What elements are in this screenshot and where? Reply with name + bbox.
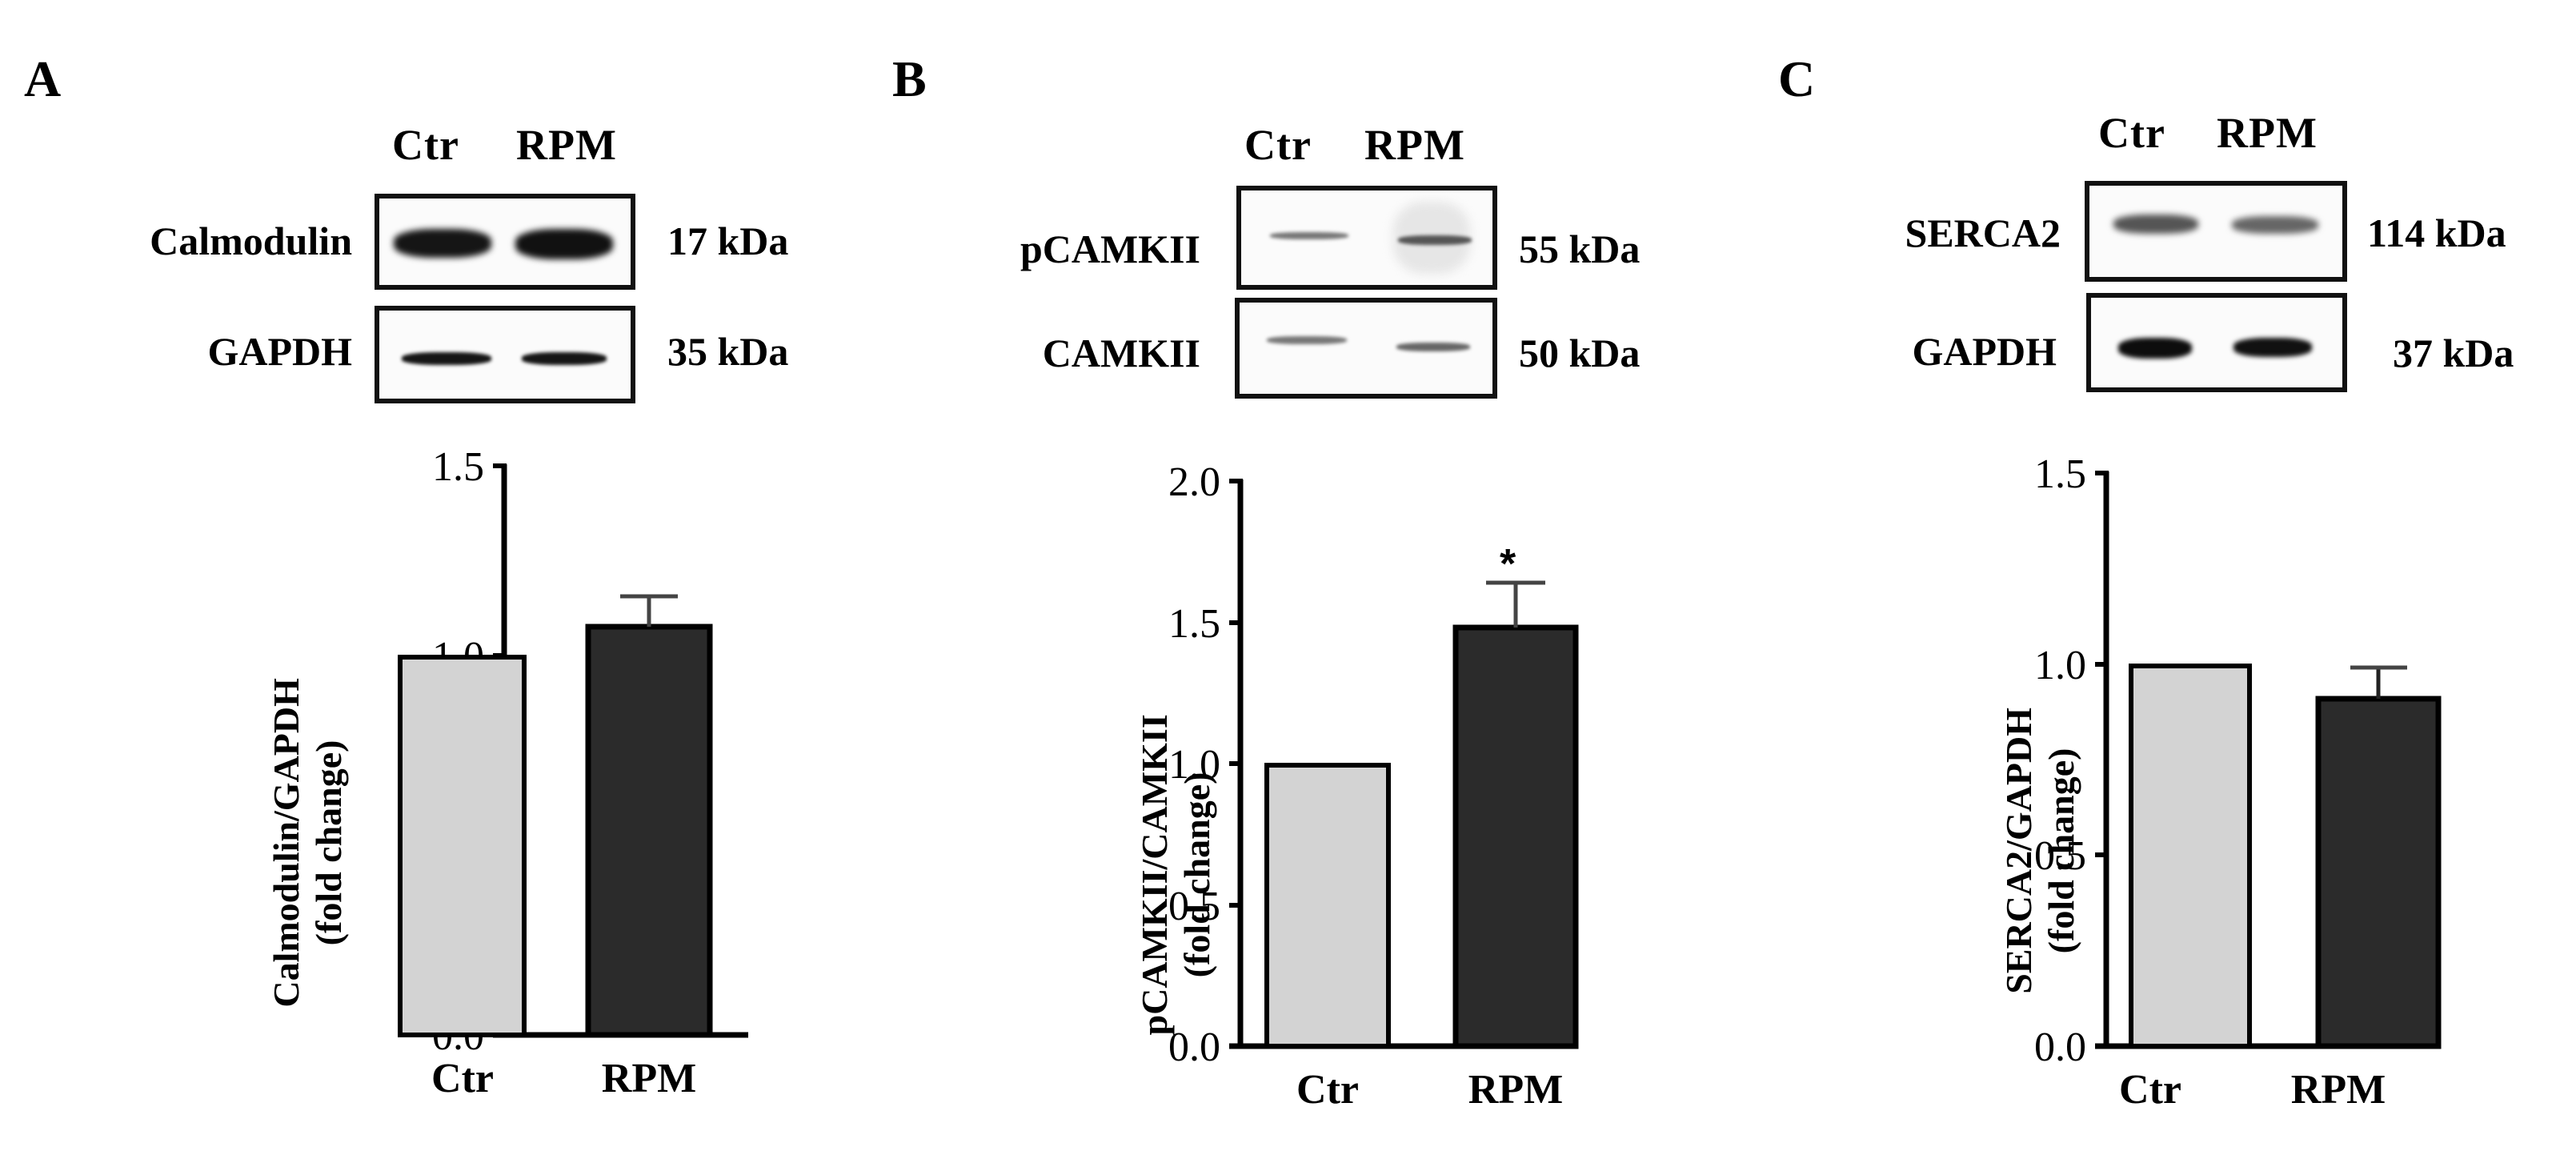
- lane-label-rpm: RPM: [2217, 109, 2318, 157]
- y-tick-1.5: 1.5: [2034, 451, 2086, 497]
- y-tick-1.5: 1.5: [1168, 601, 1220, 647]
- lane-label-ctr: Ctr: [392, 121, 459, 169]
- y-tick-0.0: 0.0: [1168, 1025, 1220, 1070]
- y-tick-0.5: 0.5: [2034, 833, 2086, 879]
- y-tick-2.0: 2.0: [1168, 459, 1220, 505]
- lane-label-rpm: RPM: [516, 121, 617, 169]
- panel-letter-b: B: [892, 50, 927, 107]
- protein-label-gapdh: GAPDH: [1912, 329, 2057, 374]
- western-blot-serca2: [2085, 181, 2347, 282]
- western-blot-gapdh: [375, 306, 635, 403]
- panel-letter-a: A: [24, 50, 62, 107]
- panel-letter-c: C: [1778, 50, 1816, 107]
- x-category-rpm: RPM: [2290, 1067, 2386, 1113]
- kda-label-17: 17 kDa: [667, 219, 789, 263]
- bar-rpm: [2315, 696, 2442, 1049]
- y-tick-0.5: 0.5: [1168, 884, 1220, 929]
- western-blot-pcamkii: [1236, 186, 1497, 290]
- lane-label-ctr: Ctr: [2098, 109, 2165, 157]
- lane-label-rpm: RPM: [1364, 121, 1465, 169]
- bar-ctr: [398, 655, 527, 1037]
- y-tick-1.0: 1.0: [2034, 643, 2086, 688]
- bar-ctr: [2129, 664, 2252, 1049]
- bar-chart-c: 1.5 1.0 0.5 0.0: [2034, 451, 2442, 1070]
- protein-label-gapdh: GAPDH: [207, 329, 352, 374]
- bar-ctr: [1264, 763, 1391, 1049]
- bar-rpm: [585, 624, 713, 1038]
- kda-label-50: 50 kDa: [1519, 331, 1641, 375]
- x-category-rpm: RPM: [601, 1056, 697, 1101]
- y-tick-0.0: 0.0: [2034, 1025, 2086, 1070]
- x-category-rpm: RPM: [1468, 1067, 1564, 1113]
- bar-chart-a: 1.5 1.0 0.5 0.0: [398, 444, 748, 1059]
- kda-label-35: 35 kDa: [667, 329, 789, 374]
- x-category-ctr: Ctr: [1296, 1067, 1359, 1113]
- y-tick-1.5: 1.5: [432, 444, 484, 490]
- bar-rpm: [1452, 624, 1579, 1049]
- western-blot-gapdh: [2086, 293, 2347, 392]
- protein-label-camkii: CAMKII: [1042, 331, 1200, 375]
- y-tick-1.0: 1.0: [1168, 742, 1220, 788]
- western-blot-camkii: [1235, 298, 1497, 399]
- lane-label-ctr: Ctr: [1244, 121, 1312, 169]
- protein-label-pcamkii: pCAMKII: [1020, 227, 1200, 271]
- bar-chart-b: 2.0 1.5 1.0 0.5 0.0: [1168, 459, 1579, 1070]
- protein-label-calmodulin: Calmodulin: [150, 219, 352, 263]
- western-blot-calmodulin: [375, 194, 635, 290]
- x-category-ctr: Ctr: [431, 1056, 494, 1101]
- kda-label-114: 114 kDa: [2367, 211, 2506, 255]
- significance-asterisk: *: [1500, 541, 1516, 588]
- x-category-ctr: Ctr: [2119, 1067, 2181, 1113]
- kda-label-55: 55 kDa: [1519, 227, 1641, 271]
- protein-label-serca2: SERCA2: [1905, 211, 2061, 255]
- kda-label-37: 37 kDa: [2393, 331, 2514, 375]
